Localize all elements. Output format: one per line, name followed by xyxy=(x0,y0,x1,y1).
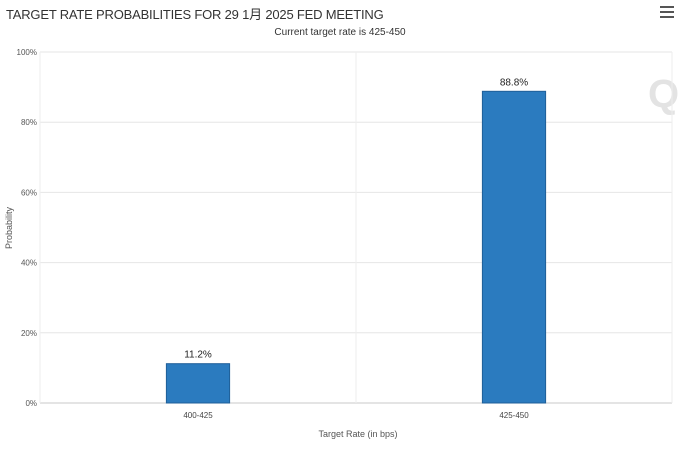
menu-icon-line xyxy=(660,6,674,8)
x-tick-label: 400-425 xyxy=(183,411,213,420)
gridlines xyxy=(39,51,673,404)
menu-icon-line xyxy=(660,16,674,18)
y-tick-label: 80% xyxy=(21,118,37,127)
y-axis-label: Probability xyxy=(4,206,14,249)
data-label: 11.2% xyxy=(184,350,212,361)
data-label: 88.8% xyxy=(500,77,528,88)
bar-400-425[interactable] xyxy=(165,363,231,404)
y-tick-label: 0% xyxy=(25,399,37,408)
x-axis-label: Target Rate (in bps) xyxy=(318,429,397,439)
chart-subtitle: Current target rate is 425-450 xyxy=(274,27,406,38)
chart-menu-button[interactable] xyxy=(660,6,674,20)
chart-title: TARGET RATE PROBABILITIES FOR 29 1月 2025… xyxy=(6,7,384,22)
bars xyxy=(165,90,547,404)
menu-icon-line xyxy=(660,11,674,13)
x-tick-label: 425-450 xyxy=(499,411,529,420)
y-tick-label: 60% xyxy=(21,188,37,197)
labels: 0% 20% 40% 60% 80% 100% 11.2% 400-425 88.8% 425-4… xyxy=(17,48,530,420)
y-tick-label: 40% xyxy=(21,259,37,268)
bar-425-450[interactable] xyxy=(481,90,547,404)
y-tick-label: 20% xyxy=(21,329,37,338)
watermark-logo: Q xyxy=(648,72,680,116)
y-tick-label: 100% xyxy=(17,48,37,57)
